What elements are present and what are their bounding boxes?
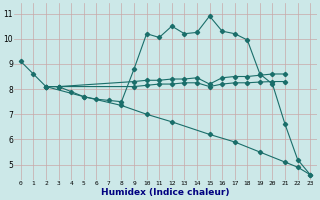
X-axis label: Humidex (Indice chaleur): Humidex (Indice chaleur) <box>101 188 230 197</box>
